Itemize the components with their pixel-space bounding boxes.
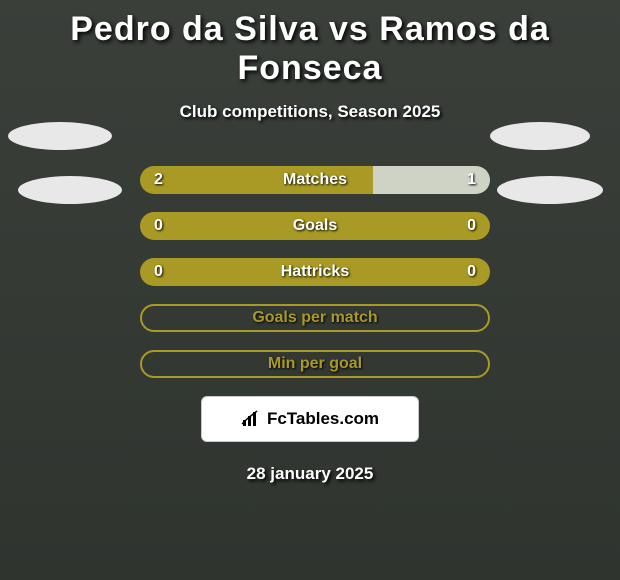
stat-row: 00Goals (0, 212, 620, 240)
stat-value-right: 1 (467, 166, 476, 194)
bar-chart-icon (241, 410, 261, 428)
side-oval (497, 176, 603, 204)
stat-bar-left (140, 166, 373, 194)
stat-value-left: 0 (154, 212, 163, 240)
comparison-card: Pedro da Silva vs Ramos da Fonseca Club … (0, 0, 620, 580)
stat-row: Goals per match (0, 304, 620, 332)
stat-bar-track (140, 212, 490, 240)
stat-value-right: 0 (467, 212, 476, 240)
stat-value-left: 0 (154, 258, 163, 286)
subtitle: Club competitions, Season 2025 (0, 102, 620, 122)
stat-value-right: 0 (467, 258, 476, 286)
stat-value-left: 2 (154, 166, 163, 194)
stat-row: Min per goal (0, 350, 620, 378)
side-oval (8, 122, 112, 150)
stat-bar-track (140, 258, 490, 286)
stat-bar-track (140, 350, 490, 378)
page-title: Pedro da Silva vs Ramos da Fonseca (0, 0, 620, 88)
side-oval (18, 176, 122, 204)
stat-bar-track (140, 166, 490, 194)
brand-box: FcTables.com (201, 396, 419, 442)
side-oval (490, 122, 590, 150)
brand-text: FcTables.com (267, 409, 379, 429)
stat-row: 00Hattricks (0, 258, 620, 286)
stat-bar-track (140, 304, 490, 332)
date-text: 28 january 2025 (0, 464, 620, 484)
